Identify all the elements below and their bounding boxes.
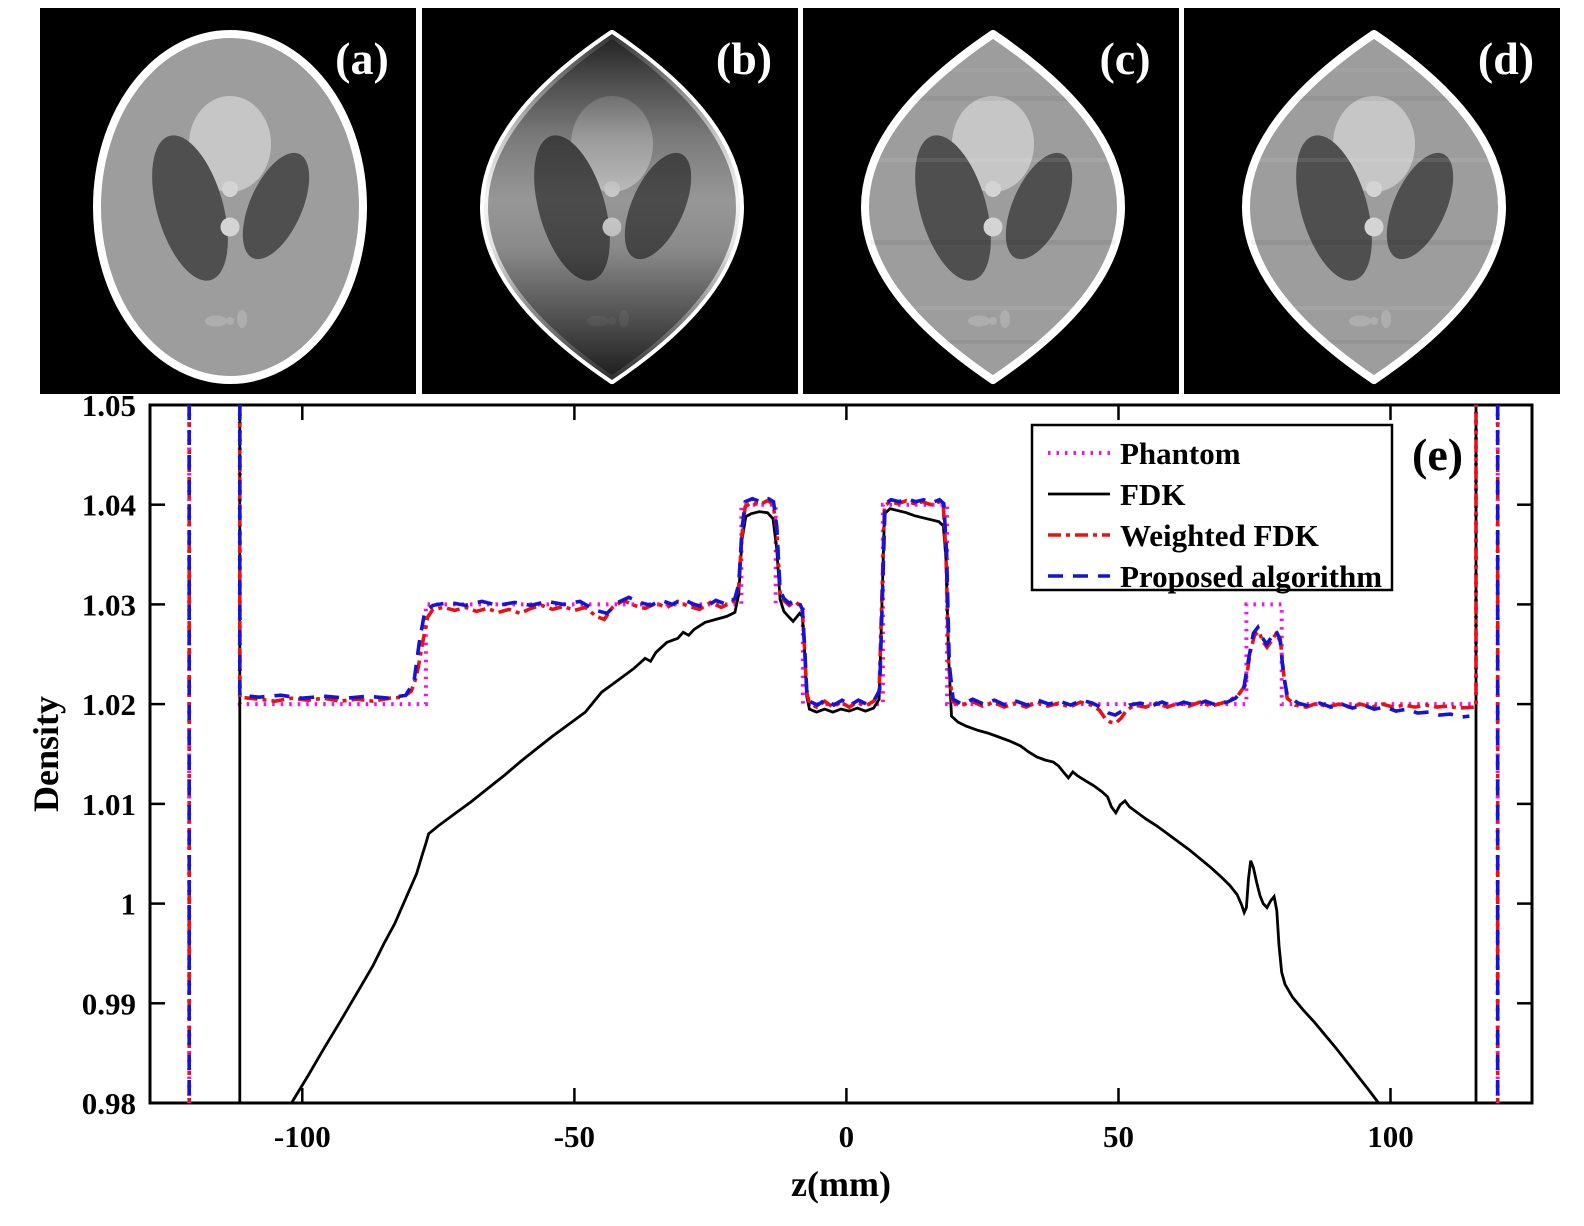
x-tick-label: 100 — [1367, 1119, 1414, 1154]
bottom-blob-right — [1000, 310, 1010, 328]
streak-artifact — [1246, 240, 1502, 245]
streak-artifact — [1246, 96, 1502, 101]
legend: Phantom FDK Weighted FDK Proposed algorithm — [1030, 423, 1394, 594]
panel-label-d: (d) — [1478, 33, 1534, 84]
phantom-panel-c: (c) — [803, 8, 1179, 394]
bottom-blob-left — [1349, 315, 1371, 327]
series-phantom — [237, 405, 1478, 707]
ticks-group: -100 -50 0 50 100 1.05 1.04 1.03 1.02 1.01 1 0.99 0.… — [82, 390, 1532, 1154]
left-ventricle — [915, 135, 991, 281]
skull-outline — [861, 30, 1125, 384]
profile-plot: -100 -50 0 50 100 1.05 1.04 1.03 1.02 1.01 1 0.99 0.… — [26, 390, 1534, 1204]
x-axis-label: z(mm) — [791, 1164, 891, 1204]
panel-label-a: (a) — [335, 33, 389, 84]
streak-artifact — [1246, 68, 1502, 72]
profile-plot-container: -100 -50 0 50 100 1.05 1.04 1.03 1.02 1.01 1 0.99 0.… — [0, 390, 1584, 1226]
streak-artifact — [865, 340, 1121, 344]
phantom-image-c: (c) — [861, 30, 1151, 384]
tumor-ellipse — [952, 96, 1034, 192]
streak-artifact — [865, 240, 1121, 245]
legend-label-weighted-fdk: Weighted FDK — [1120, 518, 1319, 553]
right-ventricle — [1386, 152, 1454, 260]
y-tick-label: 1 — [121, 887, 137, 922]
phantom-panel-d: (d) — [1184, 8, 1560, 394]
brain-structures — [152, 96, 310, 328]
legend-label-fdk: FDK — [1120, 477, 1185, 512]
y-tick-label: 1.05 — [82, 390, 136, 423]
y-tick-label: 1.01 — [82, 787, 136, 822]
calcification-dot-upper — [985, 181, 1001, 197]
streak-artifact — [1246, 158, 1502, 162]
series-proposed-algorithm — [238, 405, 1470, 719]
streak-artifact — [865, 96, 1121, 101]
calcification-dot-upper — [1366, 181, 1382, 197]
skull-outline — [93, 30, 367, 384]
y-tick-label: 0.98 — [82, 1086, 136, 1121]
y-tick-label: 1.03 — [82, 587, 136, 622]
bottom-blob-middle — [226, 317, 234, 325]
bottom-blob-left — [205, 315, 227, 327]
left-ventricle — [1296, 135, 1372, 281]
calcification-dot-lower — [220, 217, 240, 237]
series-fdk — [290, 507, 1380, 1104]
legend-label-proposed-algorithm: Proposed algorithm — [1120, 559, 1382, 594]
phantom-image-a: (a) — [93, 30, 389, 384]
bottom-blob-right — [1381, 310, 1391, 328]
y-tick-label: 1.02 — [82, 687, 136, 722]
phantom-panel-b: (b) — [422, 8, 798, 394]
bottom-blob-middle — [989, 317, 997, 325]
tumor-ellipse — [189, 96, 271, 192]
phantom-image-b: (b) — [480, 30, 772, 384]
series-group — [187, 405, 1500, 1104]
cone-beam-artifact-overlay — [484, 34, 740, 380]
y-tick-label: 1.04 — [82, 488, 136, 523]
panel-label-e: (e) — [1412, 429, 1463, 480]
x-tick-label: -50 — [554, 1119, 595, 1154]
streak-artifact — [865, 158, 1121, 162]
legend-label-phantom: Phantom — [1120, 436, 1241, 471]
calcification-dot-upper — [222, 181, 238, 197]
panel-label-b: (b) — [716, 33, 772, 84]
right-ventricle — [1005, 152, 1073, 260]
calcification-dot-lower — [983, 217, 1003, 237]
streak-artifact — [865, 68, 1121, 72]
bottom-blob-middle — [1370, 317, 1378, 325]
streak-artifact — [1246, 340, 1502, 344]
phantom-image-d: (d) — [1242, 30, 1534, 384]
left-ventricle — [152, 135, 228, 281]
phantom-panel-a: (a) — [40, 8, 416, 394]
brain-structures — [1296, 96, 1454, 328]
bottom-blob-left — [968, 315, 990, 327]
x-tick-label: -100 — [274, 1119, 331, 1154]
x-tick-label: 50 — [1103, 1119, 1134, 1154]
calcification-dot-lower — [1364, 217, 1384, 237]
brain-structures — [915, 96, 1073, 328]
panel-label-c: (c) — [1099, 33, 1150, 84]
streak-artifact — [1246, 306, 1502, 310]
y-tick-label: 0.99 — [82, 986, 136, 1021]
bottom-blob-right — [237, 310, 247, 328]
x-tick-label: 0 — [839, 1119, 855, 1154]
tumor-ellipse — [1333, 96, 1415, 192]
skull-outline — [1242, 30, 1506, 384]
streak-artifact — [865, 306, 1121, 310]
right-ventricle — [242, 152, 310, 260]
y-axis-label: Density — [26, 696, 66, 812]
